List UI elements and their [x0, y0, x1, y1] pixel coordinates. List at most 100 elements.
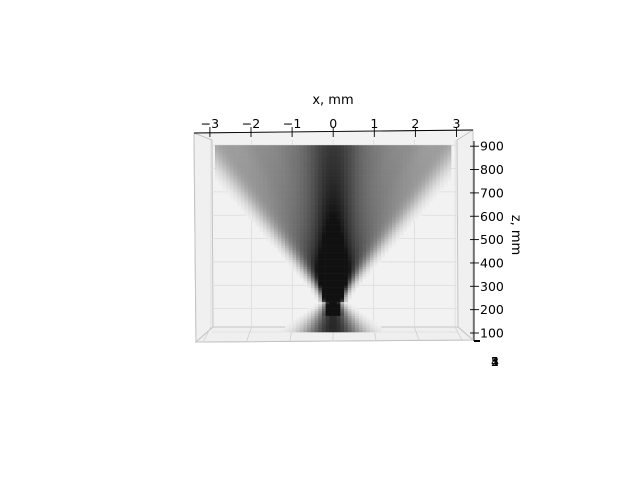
heatmap-cell: [222, 147, 227, 151]
heatmap-cell: [325, 252, 330, 256]
heatmap-cell: [392, 208, 396, 211]
heatmap-cell: [340, 182, 345, 186]
heatmap-cell: [303, 233, 308, 237]
heatmap-cell: [399, 222, 404, 225]
heatmap-cell: [351, 173, 356, 176]
heatmap-cell: [399, 154, 404, 158]
heatmap-cell: [251, 182, 256, 186]
heatmap-cell: [340, 243, 345, 246]
heatmap-cell: [380, 196, 385, 200]
heatmap-cell: [288, 325, 293, 328]
heatmap-cell: [421, 147, 426, 151]
heatmap-cell: [325, 254, 330, 258]
heatmap-cell: [325, 163, 330, 167]
heatmap-cell: [358, 166, 363, 169]
heatmap-cell: [270, 173, 275, 176]
heatmap-cell: [377, 222, 382, 225]
heatmap-cell: [447, 159, 452, 162]
heatmap-cell: [307, 233, 312, 237]
heatmap-cell: [351, 189, 356, 193]
heatmap-cell: [285, 180, 290, 183]
heatmap-cell: [425, 170, 430, 174]
heatmap-cell: [214, 168, 219, 172]
heatmap-cell: [273, 240, 278, 244]
heatmap-cell: [344, 231, 349, 235]
heatmap-cell: [410, 210, 415, 214]
heatmap-cell: [285, 149, 290, 153]
heatmap-cell: [358, 180, 363, 183]
heatmap-cell: [340, 170, 345, 174]
heatmap-cell: [310, 166, 315, 169]
heatmap-cell: [237, 163, 242, 167]
heatmap-cell: [347, 273, 352, 277]
heatmap-cell: [285, 254, 290, 258]
heatmap-cell: [377, 170, 382, 174]
heatmap-cell: [358, 159, 363, 162]
heatmap-cell: [373, 231, 378, 235]
heatmap-cell: [443, 168, 448, 172]
heatmap-cell: [362, 275, 367, 279]
heatmap-cell: [281, 217, 286, 221]
heatmap-cell: [285, 226, 290, 230]
heatmap-cell: [388, 147, 393, 151]
heatmap-cell: [321, 261, 326, 265]
heatmap-cell: [307, 170, 312, 174]
heatmap-cell: [414, 182, 419, 186]
heatmap-cell: [439, 182, 444, 186]
heatmap-cell: [277, 233, 282, 237]
heatmap-cell: [358, 196, 363, 200]
heatmap-cell: [303, 152, 308, 155]
z-tick-label: 100: [480, 326, 504, 341]
heatmap-cell: [333, 296, 337, 300]
heatmap-cell: [333, 152, 337, 155]
heatmap-cell: [218, 168, 223, 172]
heatmap-cell: [447, 168, 452, 172]
heatmap-cell: [351, 280, 356, 284]
heatmap-cell: [310, 180, 315, 183]
floor-grid-line: [246, 326, 252, 342]
heatmap-cell: [262, 159, 267, 162]
heatmap-cell: [333, 184, 337, 188]
heatmap-cell: [266, 177, 271, 181]
heatmap-cell: [288, 240, 293, 244]
heatmap-cell: [251, 189, 256, 193]
heatmap-cell: [270, 194, 275, 197]
heatmap-cell: [329, 282, 334, 286]
heatmap-cell: [347, 229, 352, 232]
heatmap-cell: [403, 187, 408, 190]
heatmap-cell: [329, 308, 334, 312]
heatmap-cell: [414, 163, 419, 167]
heatmap-cell: [358, 236, 363, 239]
heatmap-cell: [288, 217, 293, 221]
heatmap-cell: [355, 147, 360, 151]
heatmap-cell: [421, 184, 426, 188]
heatmap-cell: [432, 170, 437, 174]
heatmap-cell: [392, 194, 396, 197]
heatmap-cell: [366, 266, 371, 270]
heatmap-cell: [333, 252, 337, 256]
heatmap-cell: [347, 189, 352, 193]
heatmap-cell: [299, 245, 304, 249]
heatmap-cell: [417, 161, 422, 165]
heatmap-cell: [377, 191, 382, 195]
heatmap-cell: [281, 233, 286, 237]
heatmap-cell: [417, 145, 422, 148]
heatmap-cell: [344, 296, 349, 300]
heatmap-cell: [373, 217, 378, 221]
heatmap-cell: [336, 212, 341, 216]
heatmap-cell: [377, 196, 382, 200]
heatmap-cell: [314, 322, 319, 326]
heatmap-cell: [329, 217, 334, 221]
heatmap-cell: [285, 325, 290, 328]
heatmap-cell: [244, 205, 249, 209]
heatmap-cell: [333, 306, 337, 309]
heatmap-cell: [377, 250, 382, 253]
heatmap-cell: [321, 166, 326, 169]
heatmap-cell: [240, 168, 245, 172]
heatmap-cell: [347, 170, 352, 174]
heatmap-cell: [417, 177, 422, 181]
heatmap-cell: [399, 156, 404, 160]
heatmap-cell: [355, 154, 360, 158]
heatmap-cell: [285, 145, 290, 148]
heatmap-cell: [314, 313, 319, 316]
